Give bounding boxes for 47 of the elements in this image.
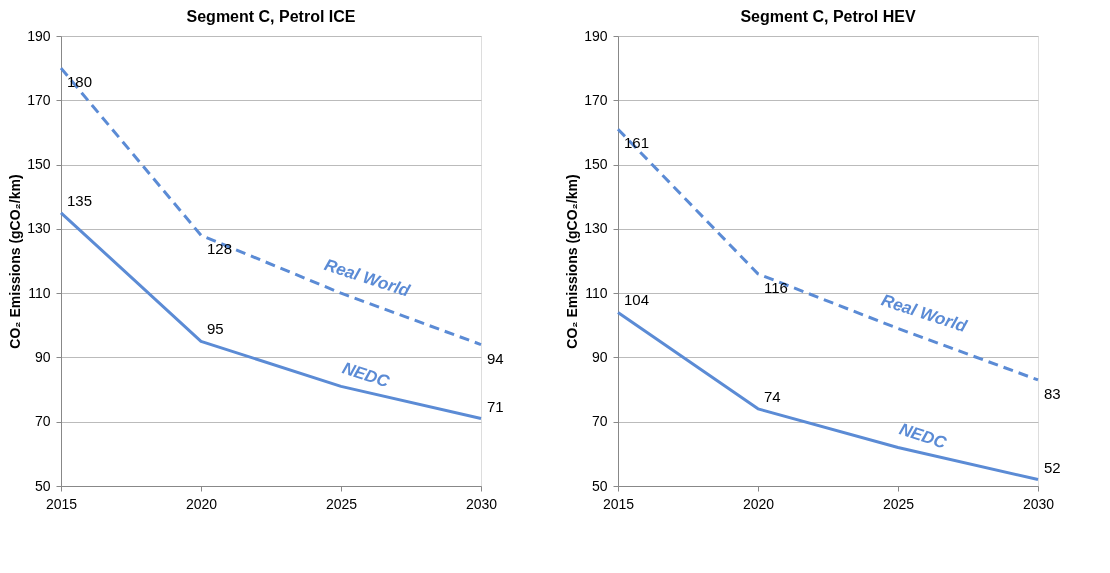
data-label: 95 [207,320,224,338]
chart-title: Segment C, Petrol HEV [740,8,916,25]
x-tick-label: 2025 [325,495,358,512]
line-series [59,211,483,420]
text: NEDC [339,358,393,392]
data-label: 83 [1044,384,1061,402]
line-series [616,127,1040,382]
y-tick-label: 190 [27,27,51,44]
y-tick-label: 70 [34,413,51,430]
data-label: 94 [487,349,504,367]
data-label: 135 [67,191,93,209]
y-axis-title: CO₂ Emissions (gCO₂/km) [7,174,24,349]
y-tick-label: 70 [591,413,608,430]
data-label: 116 [764,278,788,296]
line-series [59,66,483,347]
y-tick-label: 90 [591,348,608,365]
data-label: 180 [67,73,93,91]
y-tick-label: 90 [34,348,51,365]
y-tick-label: 110 [585,284,608,301]
y-tick-label: 170 [584,91,608,108]
y-tick-label: 190 [584,27,608,44]
x-tick-label: 2020 [742,495,775,512]
data-label: 74 [764,387,781,405]
data-label: 71 [487,397,504,415]
data-label: 104 [624,291,650,309]
x-tick-label: 2030 [465,495,498,512]
data-label: 52 [1044,458,1061,476]
data-label: 128 [207,240,233,258]
x-tick-label: 2015 [45,495,78,512]
y-tick-label: 130 [584,220,608,237]
x-tick-label: 2025 [882,495,915,512]
y-tick-label: 130 [27,220,51,237]
chart-title: Segment C, Petrol ICE [186,8,356,25]
y-tick-label: 170 [27,91,51,108]
y-tick-label: 150 [27,156,51,173]
text: NEDC [896,419,950,453]
x-tick-label: 2015 [602,495,635,512]
y-axis-title: CO₂ Emissions (gCO₂/km) [564,174,581,349]
x-tick-label: 2020 [185,495,218,512]
text: Real World [878,290,970,337]
data-label: 161 [624,134,650,152]
text: Real World [321,255,413,301]
y-tick-label: 50 [591,477,608,494]
x-tick-label: 2030 [1022,495,1055,512]
y-tick-label: 110 [28,284,51,301]
y-tick-label: 50 [34,477,51,494]
y-tick-label: 150 [584,156,608,173]
